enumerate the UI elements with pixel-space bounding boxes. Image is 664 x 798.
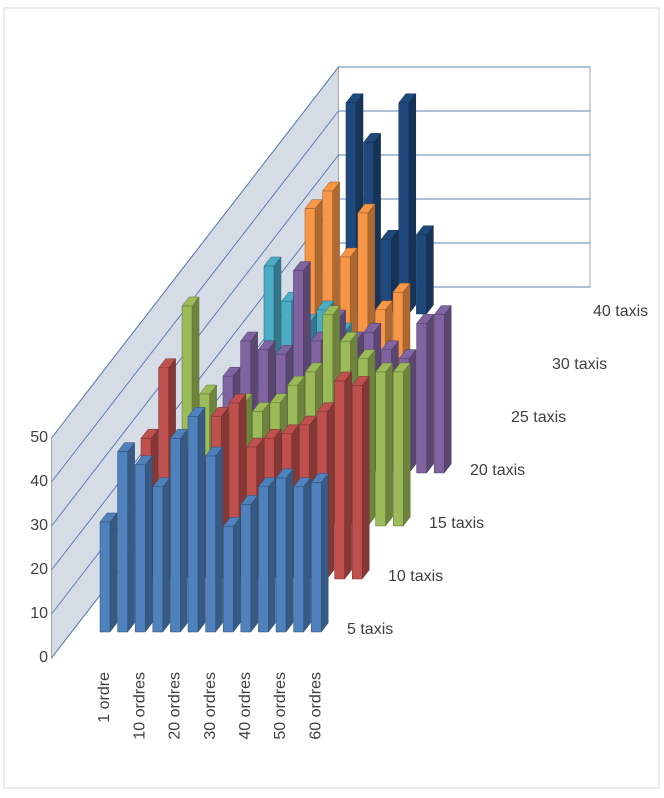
bar-front (293, 486, 304, 633)
series-label: 20 taxis (470, 462, 525, 479)
grid-line (51, 110, 590, 483)
bar-side (215, 446, 223, 633)
series-label: 15 taxis (429, 515, 484, 532)
y-tick-label: 40 (30, 473, 48, 490)
series-label: 30 taxis (552, 356, 607, 373)
bar (169, 428, 188, 633)
bar-side (320, 472, 329, 633)
bar-side (162, 477, 171, 633)
series-label: 40 taxis (593, 303, 648, 320)
bar-front (117, 451, 128, 633)
bar-front (416, 323, 427, 474)
bar-side (303, 477, 311, 633)
bar (222, 516, 241, 633)
bar-front (222, 526, 234, 633)
bar (351, 375, 370, 580)
grid-line (51, 66, 590, 439)
bar-front (392, 371, 404, 527)
bar-side (443, 304, 452, 474)
bar (375, 362, 394, 527)
bar-front (416, 234, 427, 315)
bar-front (205, 455, 216, 633)
x-tick-label: 20 ordres (167, 672, 184, 740)
y-tick-label: 10 (30, 605, 48, 622)
bar-side (109, 512, 118, 633)
grid-line (51, 154, 590, 527)
y-tick-label: 0 (39, 649, 48, 666)
bar-front (152, 486, 164, 633)
bar-side (180, 428, 188, 633)
bar-front (187, 416, 199, 633)
bar (205, 446, 224, 633)
bar-side (408, 93, 417, 315)
y-tick-label: 50 (30, 429, 48, 446)
series-label: 5 taxis (347, 621, 393, 638)
bar-front (375, 371, 386, 527)
bar (187, 406, 206, 633)
bar-side (361, 375, 370, 580)
bar-side (197, 406, 206, 633)
bar-front (334, 380, 345, 580)
x-tick-label: 50 ordres (272, 672, 289, 740)
y-tick-label: 30 (30, 517, 48, 534)
bar (117, 441, 136, 633)
bar (240, 494, 259, 633)
y-tick-label: 20 (30, 561, 48, 578)
bar-front (99, 521, 111, 633)
bar-front (351, 385, 363, 580)
bar-front (258, 486, 269, 633)
bar-side (426, 313, 434, 474)
bar-side (144, 455, 153, 633)
bar (275, 468, 294, 633)
bar (416, 313, 435, 474)
bar (398, 93, 417, 315)
bar-side (426, 225, 434, 315)
bar-side (127, 441, 135, 633)
bar-front (275, 477, 287, 633)
bar-side (250, 494, 259, 633)
bar (152, 477, 171, 633)
bar (392, 362, 411, 527)
bar (334, 371, 353, 580)
bar (134, 455, 153, 633)
bar-front (398, 102, 410, 315)
bar-front (433, 314, 445, 474)
bar (257, 477, 276, 633)
bar-front (170, 438, 181, 633)
x-tick-label: 10 ordres (131, 672, 148, 740)
bar-side (385, 362, 393, 527)
bar (99, 512, 118, 633)
bar-front (240, 504, 252, 633)
bar (415, 225, 434, 315)
bar-side (402, 362, 411, 527)
bar-side (285, 468, 294, 633)
bar-front (134, 464, 146, 633)
x-tick-label: 30 ordres (202, 672, 219, 740)
x-tick-label: 1 ordre (96, 672, 113, 723)
x-tick-label: 60 ordres (307, 672, 324, 740)
bar-front (310, 482, 322, 633)
bar (433, 304, 452, 474)
bar (293, 477, 312, 633)
x-tick-label: 40 ordres (237, 672, 254, 740)
bar-side (232, 516, 241, 633)
series-label: 10 taxis (388, 568, 443, 585)
bar-side (344, 371, 352, 580)
bar (310, 472, 329, 633)
series-label: 25 taxis (511, 409, 566, 426)
bar-side (268, 477, 276, 633)
